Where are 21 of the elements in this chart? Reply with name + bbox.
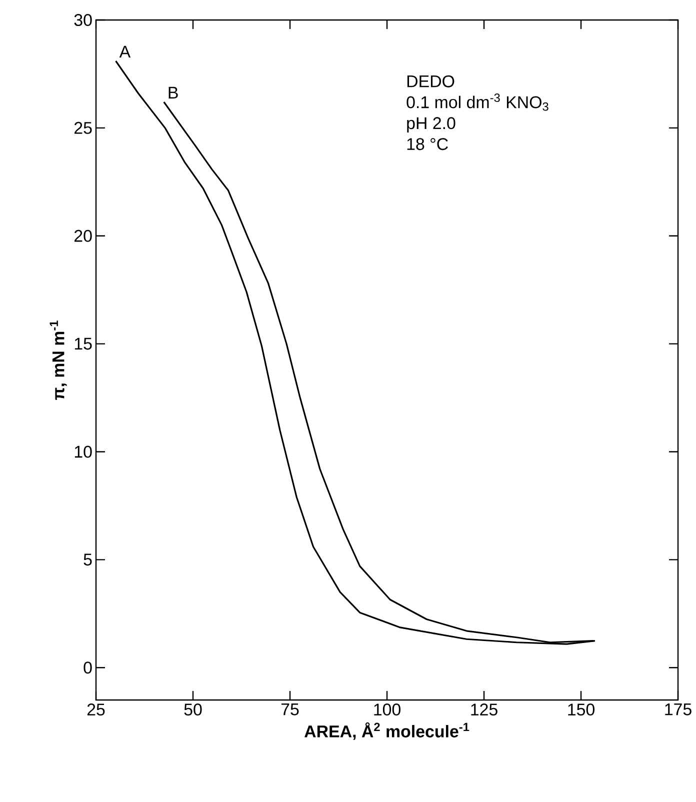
x-tick-label: 50: [184, 704, 202, 716]
y-tick-label: 5: [84, 554, 92, 566]
x-tick-label: 125: [471, 704, 498, 716]
annotation: DEDO: [407, 75, 454, 88]
annotation: 0.1 mol dm$^{-3}$ KNO$_{3}$: [406, 94, 548, 111]
series-label: A: [119, 46, 131, 58]
y-tick-label: 20: [74, 230, 92, 242]
annotation: pH 2.0: [407, 117, 456, 133]
x-tick-label: 100: [374, 704, 400, 716]
x-tick-label: 75: [281, 704, 299, 716]
y-tick-label: 0: [84, 662, 92, 674]
y-tick-label: 15: [74, 338, 92, 350]
y-tick-label: 30: [74, 14, 92, 26]
y-tick-label: 25: [74, 122, 92, 134]
x-axis-title: AREA, Å$^{2}$ molecule$^{-1}$: [304, 722, 470, 740]
annotation: 18 °C: [407, 138, 448, 150]
y-tick-label: 10: [74, 446, 92, 458]
y-axis-title: π, mN m$^{-1}$: [50, 320, 67, 400]
series-label: B: [168, 86, 178, 99]
x-tick-label: 150: [568, 704, 594, 716]
x-tick-label: 175: [665, 704, 692, 716]
